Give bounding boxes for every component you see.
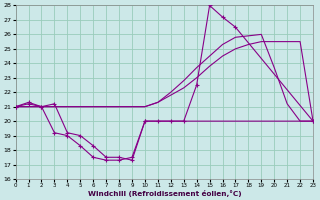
X-axis label: Windchill (Refroidissement éolien,°C): Windchill (Refroidissement éolien,°C)	[88, 190, 241, 197]
